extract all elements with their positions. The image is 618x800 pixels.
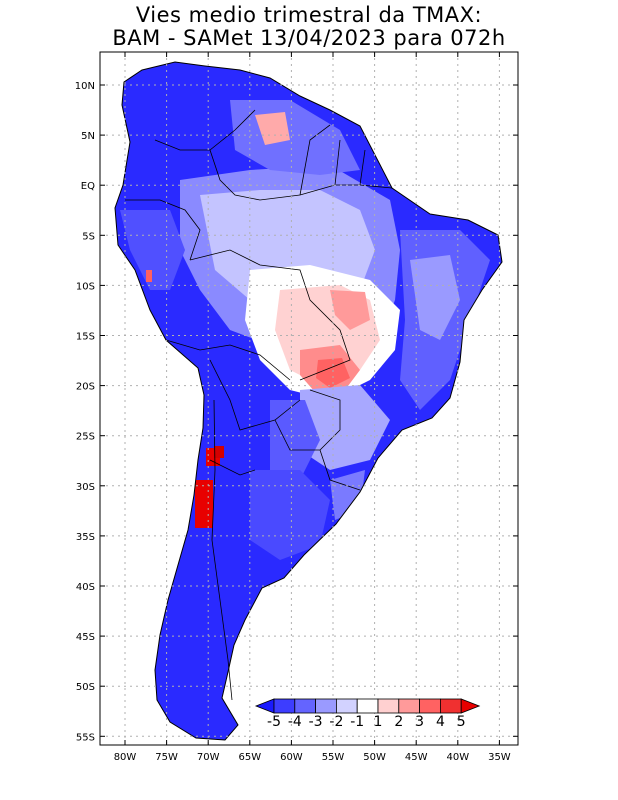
lon-tick-label: 80W — [114, 752, 137, 763]
lat-tick-label: 45S — [76, 632, 95, 643]
grid-lines — [100, 52, 518, 745]
lat-tick-label: 10N — [75, 81, 95, 92]
lon-tick-label: 55W — [322, 752, 345, 763]
colorbar-label: 2 — [394, 714, 403, 730]
country-borders — [125, 109, 393, 701]
colorbar-box — [439, 698, 462, 714]
colorbar-box — [273, 698, 296, 714]
map-title-line2: BAM - SAMet 13/04/2023 para 072h — [112, 26, 506, 50]
lat-tick-label: 25S — [76, 432, 95, 443]
lat-tick-label: 5S — [82, 231, 95, 242]
lon-tick-label: 45W — [405, 752, 428, 763]
lat-tick-label: 55S — [76, 732, 95, 743]
colorbar-label: -4 — [288, 714, 302, 730]
lon-tick-label: 60W — [280, 752, 303, 763]
colorbar-box — [377, 698, 400, 714]
colorbar-box — [419, 698, 441, 714]
lon-tick-label: 65W — [238, 752, 261, 763]
lat-tick-label: 10S — [76, 281, 95, 292]
colorbar-label: 4 — [436, 714, 445, 730]
latitude-ticks: 10N 5N EQ 5S 10S 15S 20S 25S 30S 35S 40S 45S 50S 55S — [75, 81, 518, 743]
colorbar-box — [335, 698, 358, 714]
colorbar-arrow-right — [460, 698, 481, 714]
colorbar-box — [356, 698, 379, 714]
bias-field — [120, 100, 490, 560]
map-title-line1: Vies medio trimestral da TMAX: — [135, 3, 483, 27]
colorbar-label: -5 — [267, 714, 281, 730]
colorbar-label: -3 — [309, 714, 323, 730]
colorbar-box — [398, 698, 420, 714]
colorbar-label: -1 — [350, 714, 364, 730]
colorbar-label: 3 — [415, 714, 424, 730]
lon-tick-label: 40W — [446, 752, 469, 763]
lat-tick-label: 5N — [81, 131, 95, 142]
lat-tick-label: 35S — [76, 532, 95, 543]
colorbar-box — [315, 698, 337, 714]
lat-tick-label: 15S — [76, 332, 95, 343]
colorbar: -5 -4 -3 -2 -1 1 2 3 4 5 — [254, 698, 481, 730]
lat-tick-label: 20S — [76, 382, 95, 393]
colorbar-label: -2 — [329, 714, 343, 730]
lon-tick-label: 50W — [363, 752, 386, 763]
lat-tick-label: 30S — [76, 482, 95, 493]
colorbar-label: 5 — [457, 714, 466, 730]
coastline — [114, 61, 503, 741]
colorbar-label: 1 — [374, 714, 383, 730]
lat-tick-label: 50S — [76, 682, 95, 693]
lat-tick-label: 40S — [76, 582, 95, 593]
lon-tick-label: 75W — [155, 752, 178, 763]
colorbar-box — [294, 698, 316, 714]
lon-tick-label: 70W — [197, 752, 220, 763]
longitude-ticks: 80W 75W 70W 65W 60W 55W 50W 45W 40W 35W — [114, 52, 511, 763]
lon-tick-label: 35W — [488, 752, 511, 763]
lat-tick-label: EQ — [81, 181, 95, 192]
